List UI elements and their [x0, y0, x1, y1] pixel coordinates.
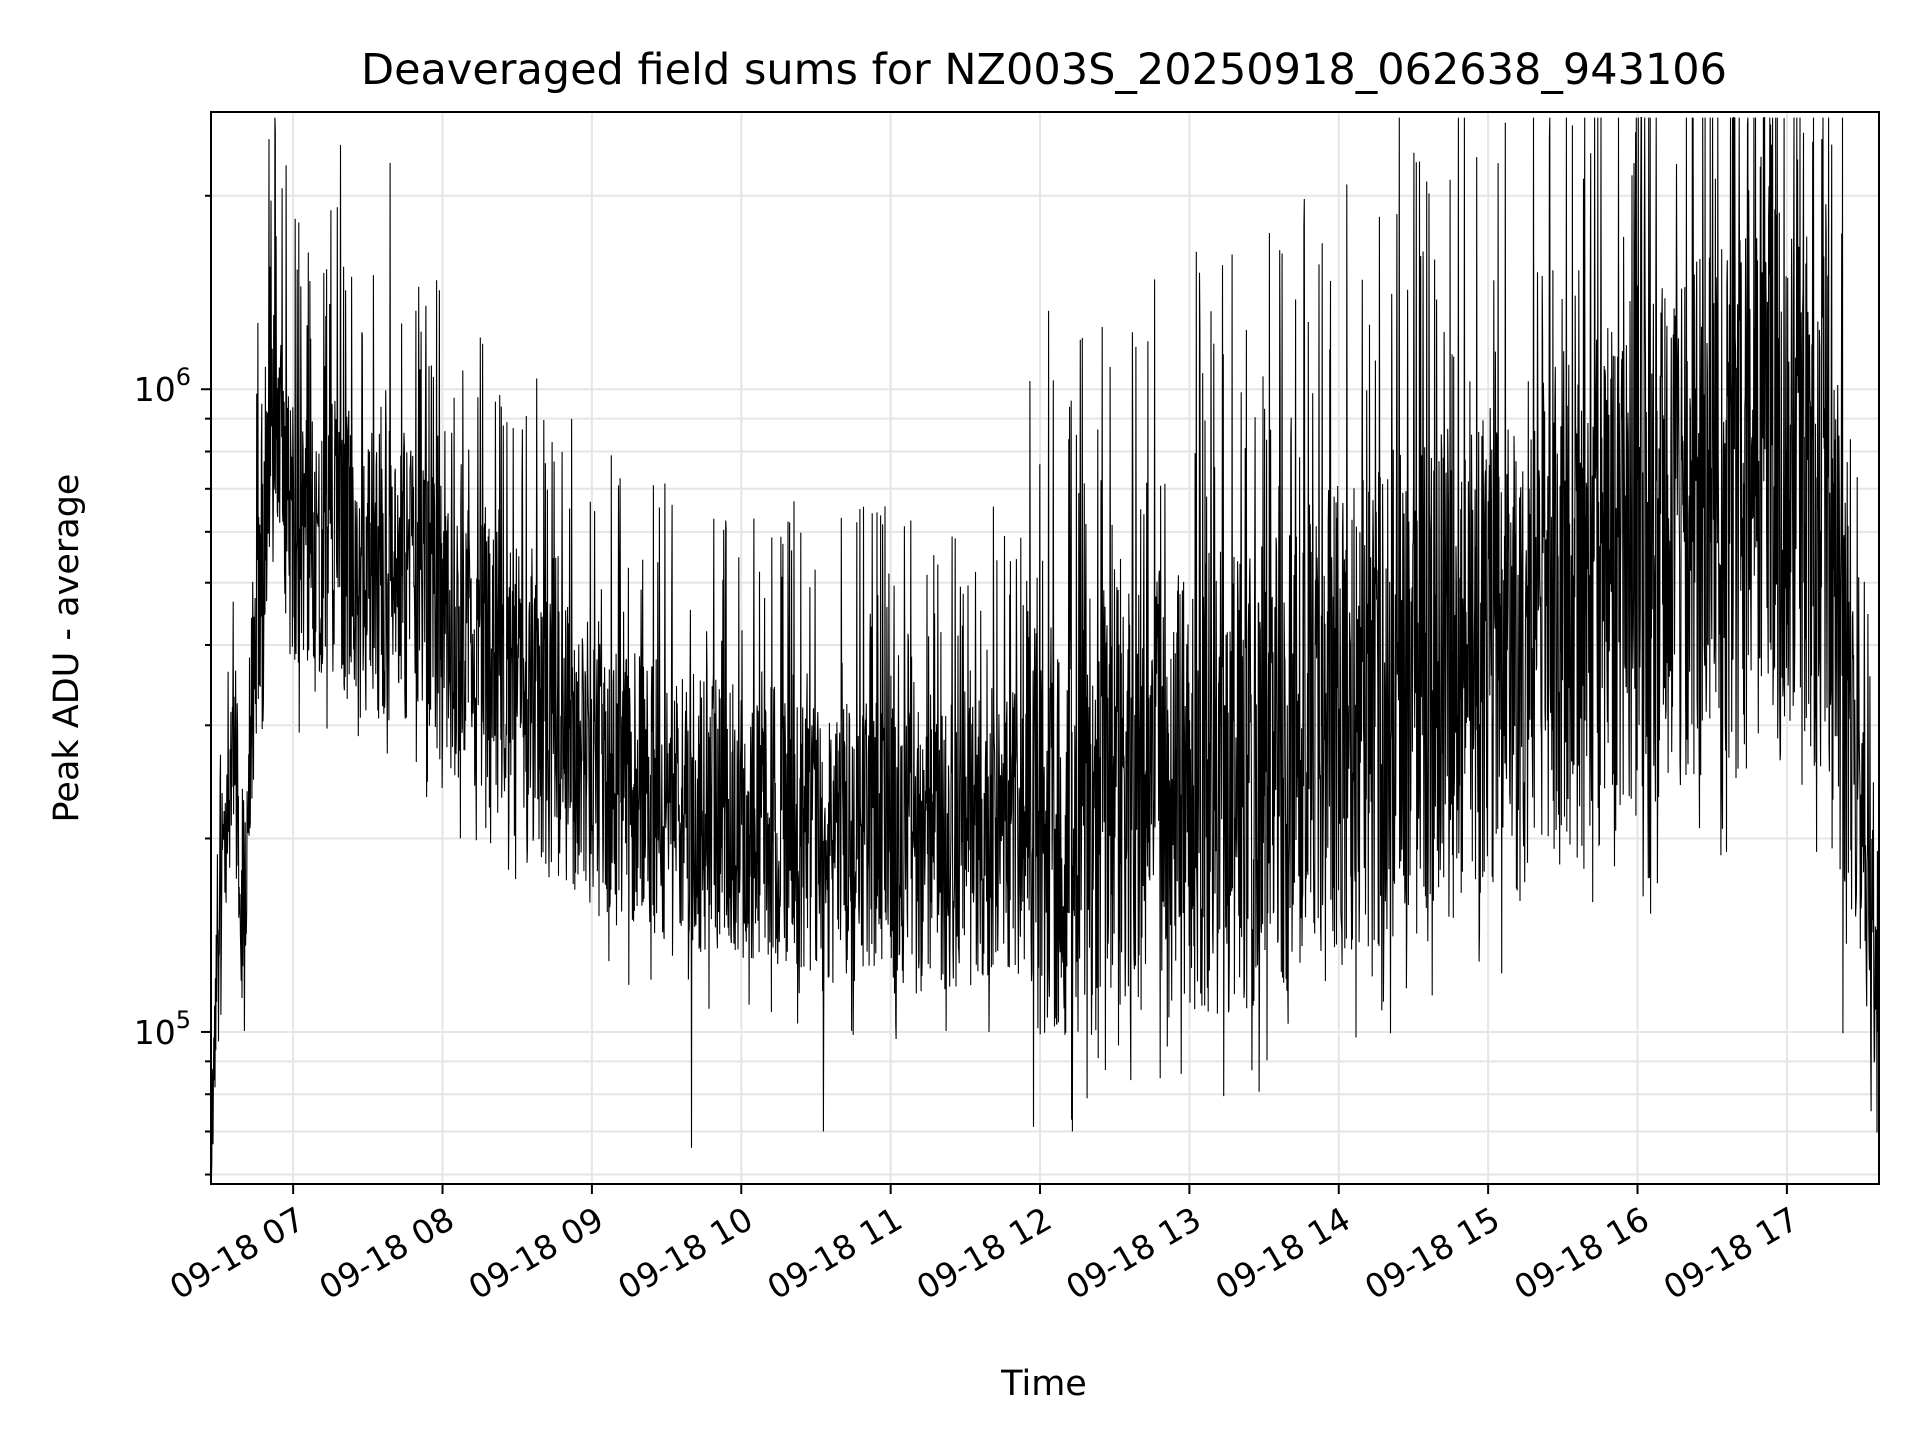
- chart-title: Deaveraged field sums for NZ003S_2025091…: [361, 45, 1727, 95]
- series-line: [210, 117, 1880, 1179]
- x-axis-label: Time: [1000, 1364, 1087, 1404]
- y-axis-label: Peak ADU - average: [47, 474, 87, 823]
- plot-frame: [210, 111, 1880, 1185]
- data-trace: [210, 117, 1880, 1179]
